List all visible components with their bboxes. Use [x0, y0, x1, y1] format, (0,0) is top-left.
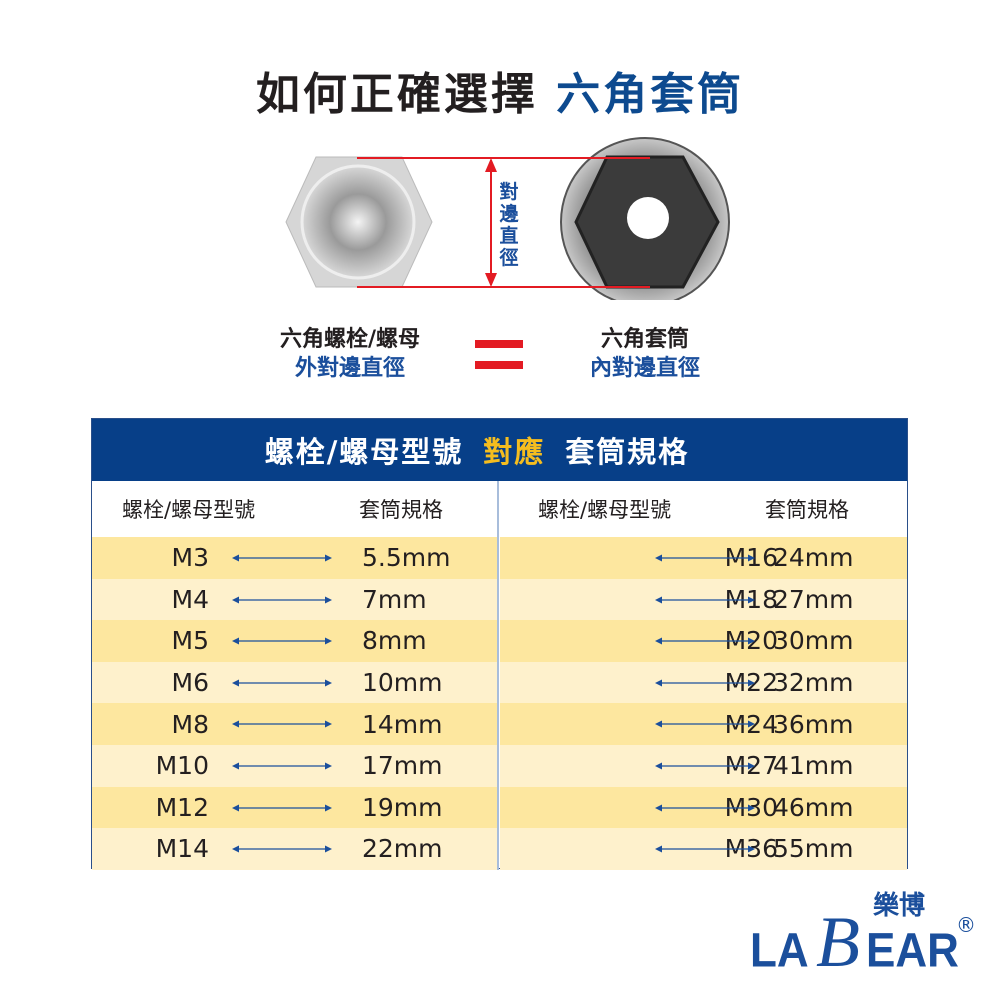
double-arrow-icon — [655, 554, 755, 562]
socket-label-line2: 內對邊直徑 — [589, 356, 700, 381]
left-column: 螺栓/螺母型號 套筒規格 M3 5.5mm M4 7mm M5 8mm M6 10mm M… — [92, 481, 499, 870]
socket-size: 10mm — [362, 668, 443, 698]
bolt-size: M6 — [171, 668, 209, 698]
column-header: 螺栓/螺母型號 套筒規格 — [500, 481, 907, 537]
title-highlight: 六角套筒 — [556, 69, 745, 120]
table-row: M20 30mm — [500, 620, 907, 662]
socket-size: 27mm — [773, 584, 854, 614]
double-arrow-icon — [232, 679, 332, 687]
double-arrow-icon — [232, 804, 332, 812]
equals-sign — [475, 340, 523, 348]
table-row: M6 10mm — [92, 661, 497, 704]
bolt-size: M10 — [155, 751, 209, 781]
socket-label-line1: 六角套筒 — [600, 327, 689, 352]
socket-size: 5.5mm — [362, 543, 451, 573]
double-arrow-icon — [655, 845, 755, 853]
table-row: M27 41mm — [500, 744, 907, 787]
title-part1: 螺栓/螺母型號 — [264, 435, 464, 469]
bolt-size: M8 — [171, 709, 209, 739]
title-part2: 對應 — [483, 435, 546, 469]
socket-size: 19mm — [362, 792, 443, 822]
labear-logo: 樂博 ® LA B EAR — [750, 890, 976, 974]
table-row: M24 36mm — [500, 703, 907, 745]
double-arrow-icon — [232, 762, 332, 770]
socket-size: 17mm — [362, 751, 443, 781]
table-row: M14 22mm — [92, 828, 497, 870]
page-title: 如何正確選擇 六角套筒 — [0, 58, 1000, 122]
double-arrow-icon — [232, 554, 332, 562]
double-arrow-icon — [655, 762, 755, 770]
bolt-size: M12 — [155, 792, 209, 822]
table-row: M16 24mm — [500, 537, 907, 579]
logo-registered: ® — [956, 913, 976, 937]
measure-char: 徑 — [498, 246, 518, 269]
double-arrow-icon — [232, 637, 332, 645]
double-arrow-icon — [232, 596, 332, 604]
hex-diagram: 對 邊 直 徑 — [285, 137, 730, 300]
double-arrow-icon — [232, 845, 332, 853]
measure-char: 邊 — [499, 202, 519, 225]
col-socket: 套筒規格 — [765, 498, 849, 522]
socket-size: 24mm — [773, 543, 854, 573]
double-arrow-icon — [655, 596, 755, 604]
column-header: 螺栓/螺母型號 套筒規格 — [92, 481, 497, 537]
right-column: 螺栓/螺母型號 套筒規格 M16 24mm M18 27mm M20 30mm M22 … — [500, 481, 907, 870]
socket-size: 30mm — [773, 626, 854, 656]
socket-label: 六角套筒 內對邊直徑 — [560, 325, 730, 383]
double-arrow-icon — [655, 720, 755, 728]
bolt-label-line1: 六角螺栓/螺母 — [279, 327, 421, 352]
table-row: M22 32mm — [500, 661, 907, 704]
double-arrow-icon — [655, 637, 755, 645]
svg-text:B: B — [816, 902, 860, 974]
table-title: 螺栓/螺母型號 對應 套筒規格 — [92, 419, 907, 481]
table-row: M5 8mm — [92, 620, 497, 662]
title-main: 如何正確選擇 — [255, 69, 538, 120]
table-row: M8 14mm — [92, 703, 497, 745]
col-socket: 套筒規格 — [359, 498, 443, 522]
bolt-size: M14 — [155, 834, 209, 864]
col-model: 螺栓/螺母型號 — [538, 498, 672, 522]
table-row: M3 5.5mm — [92, 537, 497, 579]
socket-size: 14mm — [362, 709, 443, 739]
socket-size: 32mm — [773, 668, 854, 698]
title-part3: 套筒規格 — [565, 435, 690, 469]
bolt-size: M5 — [171, 626, 209, 656]
socket-size: 22mm — [362, 834, 443, 864]
bolt-label-line2: 外對邊直徑 — [294, 356, 405, 381]
socket-size: 46mm — [773, 792, 854, 822]
equals-sign — [475, 361, 523, 369]
table-row: M4 7mm — [92, 578, 497, 621]
bolt-label: 六角螺栓/螺母 外對邊直徑 — [260, 325, 440, 383]
svg-text:LA: LA — [750, 923, 809, 974]
table-row: M12 19mm — [92, 786, 497, 829]
measure-char: 直 — [499, 224, 518, 247]
table-row: M36 55mm — [500, 828, 907, 870]
socket-size: 36mm — [773, 709, 854, 739]
double-arrow-icon — [655, 679, 755, 687]
svg-text:EAR: EAR — [866, 923, 959, 974]
table-row: M10 17mm — [92, 744, 497, 787]
socket-size: 55mm — [773, 834, 854, 864]
logo-chinese: 樂博 — [873, 890, 925, 921]
bolt-size: M3 — [171, 543, 209, 573]
size-table: 螺栓/螺母型號 對應 套筒規格 螺栓/螺母型號 套筒規格 M3 5.5mm M4 7mm… — [91, 418, 908, 870]
socket-size: 41mm — [773, 751, 854, 781]
table-row: M18 27mm — [500, 578, 907, 621]
table-row: M30 46mm — [500, 786, 907, 829]
double-arrow-icon — [232, 720, 332, 728]
socket-size: 7mm — [362, 584, 427, 614]
bolt-size: M4 — [171, 584, 209, 614]
socket-size: 8mm — [362, 626, 427, 656]
col-model: 螺栓/螺母型號 — [122, 498, 256, 522]
measure-char: 對 — [499, 181, 518, 203]
double-arrow-icon — [655, 804, 755, 812]
